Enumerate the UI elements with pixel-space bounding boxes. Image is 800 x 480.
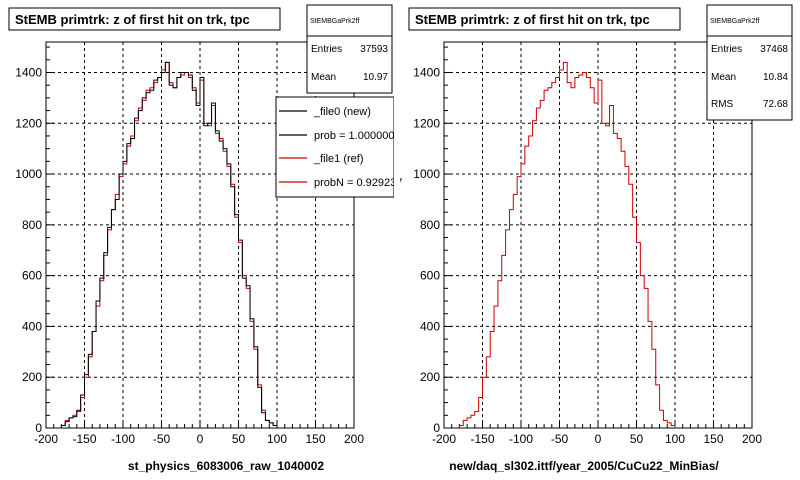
right-x-tick-label: 200	[742, 432, 762, 446]
right-y-tick-label: 0	[433, 421, 440, 435]
right-x-tick-label: 100	[665, 432, 685, 446]
left-x-tick-label: -200	[34, 432, 58, 446]
legend-clip-mask	[394, 95, 400, 199]
right-x-tick-label: 0	[595, 432, 602, 446]
right-y-tick-label: 1400	[413, 65, 440, 79]
left-histogram-panel: StEMB primtrk: z of first hit on trk, tp…	[8, 4, 402, 473]
right-x-tick-label: -50	[551, 432, 569, 446]
legend-label-prob: prob = 1.000000	[314, 130, 394, 142]
left-x-tick-label: 200	[344, 432, 364, 446]
left-y-tick-label: 1200	[15, 116, 42, 130]
right-stats-rms-value: 72.68	[763, 99, 788, 110]
right-y-tick-label: 400	[420, 319, 440, 333]
left-stats-mean-value: 10.97	[363, 72, 388, 83]
left-x-tick-label: -100	[111, 432, 135, 446]
right-histogram-panel: StEMB primtrk: z of first hit on trk, tp…	[408, 4, 793, 473]
left-plot-area: -200 -150 -100 -50 0 50 100 150 200 0 200 400 600 800…	[15, 41, 364, 446]
left-x-tick-label: 100	[267, 432, 287, 446]
right-stats-rms-label: RMS	[711, 99, 734, 110]
right-stats-frame	[706, 4, 793, 121]
left-x-label: st_physics_6083006_raw_1040002	[128, 459, 324, 473]
left-stats-box: StEMBGaPrk2ff Entries 37593 Mean 10.97	[306, 4, 393, 94]
legend-label-probn: probN = 0.929237	[314, 177, 402, 189]
left-y-tick-label: 800	[22, 218, 42, 232]
right-y-tick-label: 1000	[413, 167, 440, 181]
right-y-tick-label: 1200	[413, 116, 440, 130]
left-legend-box: _file0 (new) prob = 1.000000 _file1 (ref…	[275, 96, 402, 198]
right-y-tick-label: 600	[420, 269, 440, 283]
right-y-tick-label: 800	[420, 218, 440, 232]
left-y-tick-label: 1400	[15, 65, 42, 79]
left-x-tick-label: 0	[197, 432, 204, 446]
left-y-tick-label: 600	[22, 269, 42, 283]
left-stats-entries-label: Entries	[311, 44, 342, 55]
left-title: StEMB primtrk: z of first hit on trk, tp…	[15, 12, 250, 27]
legend-label-new: _file0 (new)	[313, 106, 371, 118]
right-stats-mean-label: Mean	[711, 72, 736, 83]
right-x-tick-label: -100	[509, 432, 533, 446]
right-stats-mean-value: 10.84	[763, 72, 788, 83]
right-x-tick-label: 150	[703, 432, 723, 446]
left-x-tick-label: -50	[153, 432, 171, 446]
left-stats-name: StEMBGaPrk2ff	[310, 18, 359, 25]
right-stats-entries-value: 37468	[760, 44, 788, 55]
right-x-label: new/daq_sl302.ittf/year_2005/CuCu22_MinB…	[449, 459, 719, 473]
right-stats-name: StEMBGaPrk2ff	[710, 18, 759, 25]
right-series-ref	[458, 61, 676, 428]
left-y-tick-label: 1000	[15, 167, 42, 181]
left-stats-entries-value: 37593	[360, 44, 388, 55]
right-y-tick-label: 200	[420, 370, 440, 384]
left-y-tick-label: 0	[35, 421, 42, 435]
right-title: StEMB primtrk: z of first hit on trk, tp…	[415, 12, 650, 27]
right-x-tick-label: -150	[470, 432, 494, 446]
left-y-tick-label: 200	[22, 370, 42, 384]
left-stats-frame	[306, 4, 393, 94]
left-x-tick-label: 150	[305, 432, 325, 446]
left-stats-mean-label: Mean	[311, 72, 336, 83]
right-stats-box: StEMBGaPrk2ff Entries 37468 Mean 10.84 R…	[706, 4, 793, 121]
legend-label-ref: _file1 (ref)	[313, 153, 364, 165]
right-plot-area: -200 -150 -100 -50 0 50 100 150 200 0 200 400 600 800…	[413, 41, 762, 446]
left-x-tick-label: 50	[232, 432, 246, 446]
right-stats-entries-label: Entries	[711, 44, 742, 55]
left-y-tick-label: 400	[22, 319, 42, 333]
right-x-tick-label: 50	[630, 432, 644, 446]
right-title-box	[408, 7, 681, 31]
left-title-box	[8, 7, 281, 31]
left-x-tick-label: -150	[72, 432, 96, 446]
right-x-tick-label: -200	[432, 432, 456, 446]
left-series-new	[60, 61, 278, 428]
